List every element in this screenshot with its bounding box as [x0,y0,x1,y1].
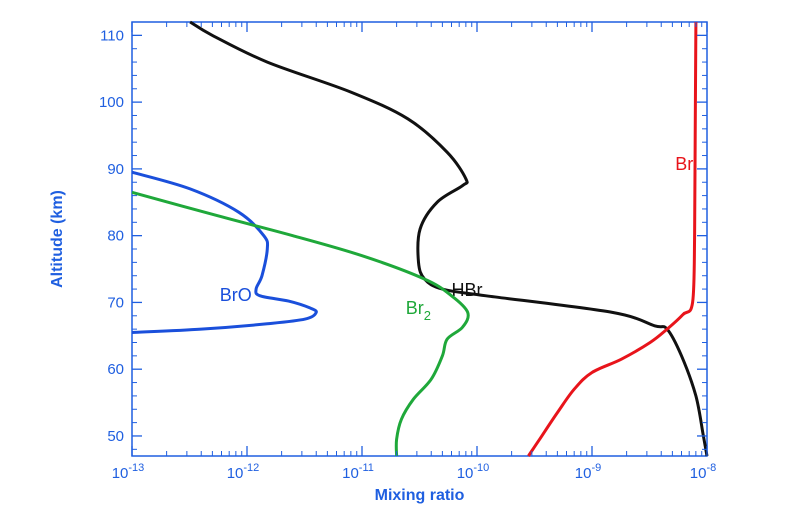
plot-area-frame [131,21,708,457]
series-label-hbr: HBr [451,280,482,300]
series-label-br2: Br2 [406,298,431,323]
y-tick-label: 60 [107,361,124,378]
x-tick-label: 10-13 [112,462,145,482]
y-tick-label: 50 [107,428,124,445]
series-line-hbr [189,20,709,457]
y-tick-label: 80 [107,228,124,245]
series-line-br [527,21,698,457]
x-tick-label: 10-8 [690,462,716,482]
x-tick-label: 10-10 [457,462,490,482]
series-line-bro [131,170,318,334]
y-tick-label: 90 [107,161,124,178]
y-tick-label: 70 [107,294,124,311]
y-tick-label: 100 [99,94,124,111]
series-label-bro: BrO [220,285,252,305]
x-tick-label: 10-11 [342,462,374,482]
y-tick-label: 110 [100,27,124,44]
x-tick-label: 10-9 [575,462,601,482]
y-axis-label: Altitude (km) [49,190,66,288]
series-label-br: Br [675,154,693,174]
series-layer: HBr Br BrO Br2 [131,20,709,457]
x-tick-label: 10-12 [227,462,260,482]
series-line-br2 [131,190,470,457]
x-axis-label: Mixing ratio [375,487,465,504]
tick-layer: 10-13 10-12 10-11 10-10 10-9 10-8 50 60 70 80 90 10… [99,21,716,482]
